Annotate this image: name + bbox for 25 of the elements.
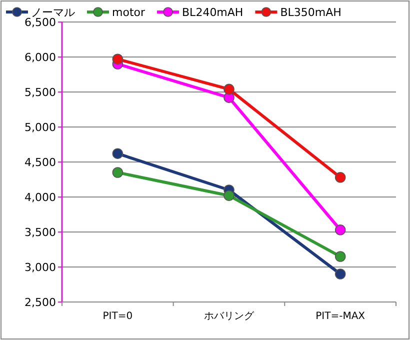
x-tick-label: PIT=0	[102, 311, 133, 322]
point	[112, 54, 124, 64]
y-tick-label: 3,000	[24, 261, 56, 274]
point	[334, 172, 346, 183]
y-tick-label: 5,000	[24, 121, 56, 134]
point	[334, 268, 346, 280]
point	[334, 251, 346, 262]
point	[224, 190, 234, 201]
legend-label: ノーマル	[31, 6, 75, 19]
x-tick-label: PIT=-MAX	[316, 311, 366, 322]
y-tick-label: 4,500	[24, 156, 56, 169]
point	[334, 224, 346, 236]
point	[224, 84, 234, 95]
point	[112, 167, 124, 178]
y-tick-label: 3,500	[24, 226, 56, 239]
x-tick-label: ホバリング	[204, 311, 255, 322]
legend-label: BL240mAH	[182, 6, 244, 19]
legend-label: BL350mAH	[280, 6, 342, 19]
legend-label: motor	[112, 6, 146, 19]
y-tick-label: 5,500	[24, 86, 56, 99]
y-tick-label: 2,500	[24, 296, 56, 309]
point	[112, 148, 124, 159]
y-tick-label: 4,000	[24, 191, 56, 204]
y-tick-label: 6,500	[24, 16, 56, 29]
y-tick-label: 6,000	[24, 51, 56, 64]
